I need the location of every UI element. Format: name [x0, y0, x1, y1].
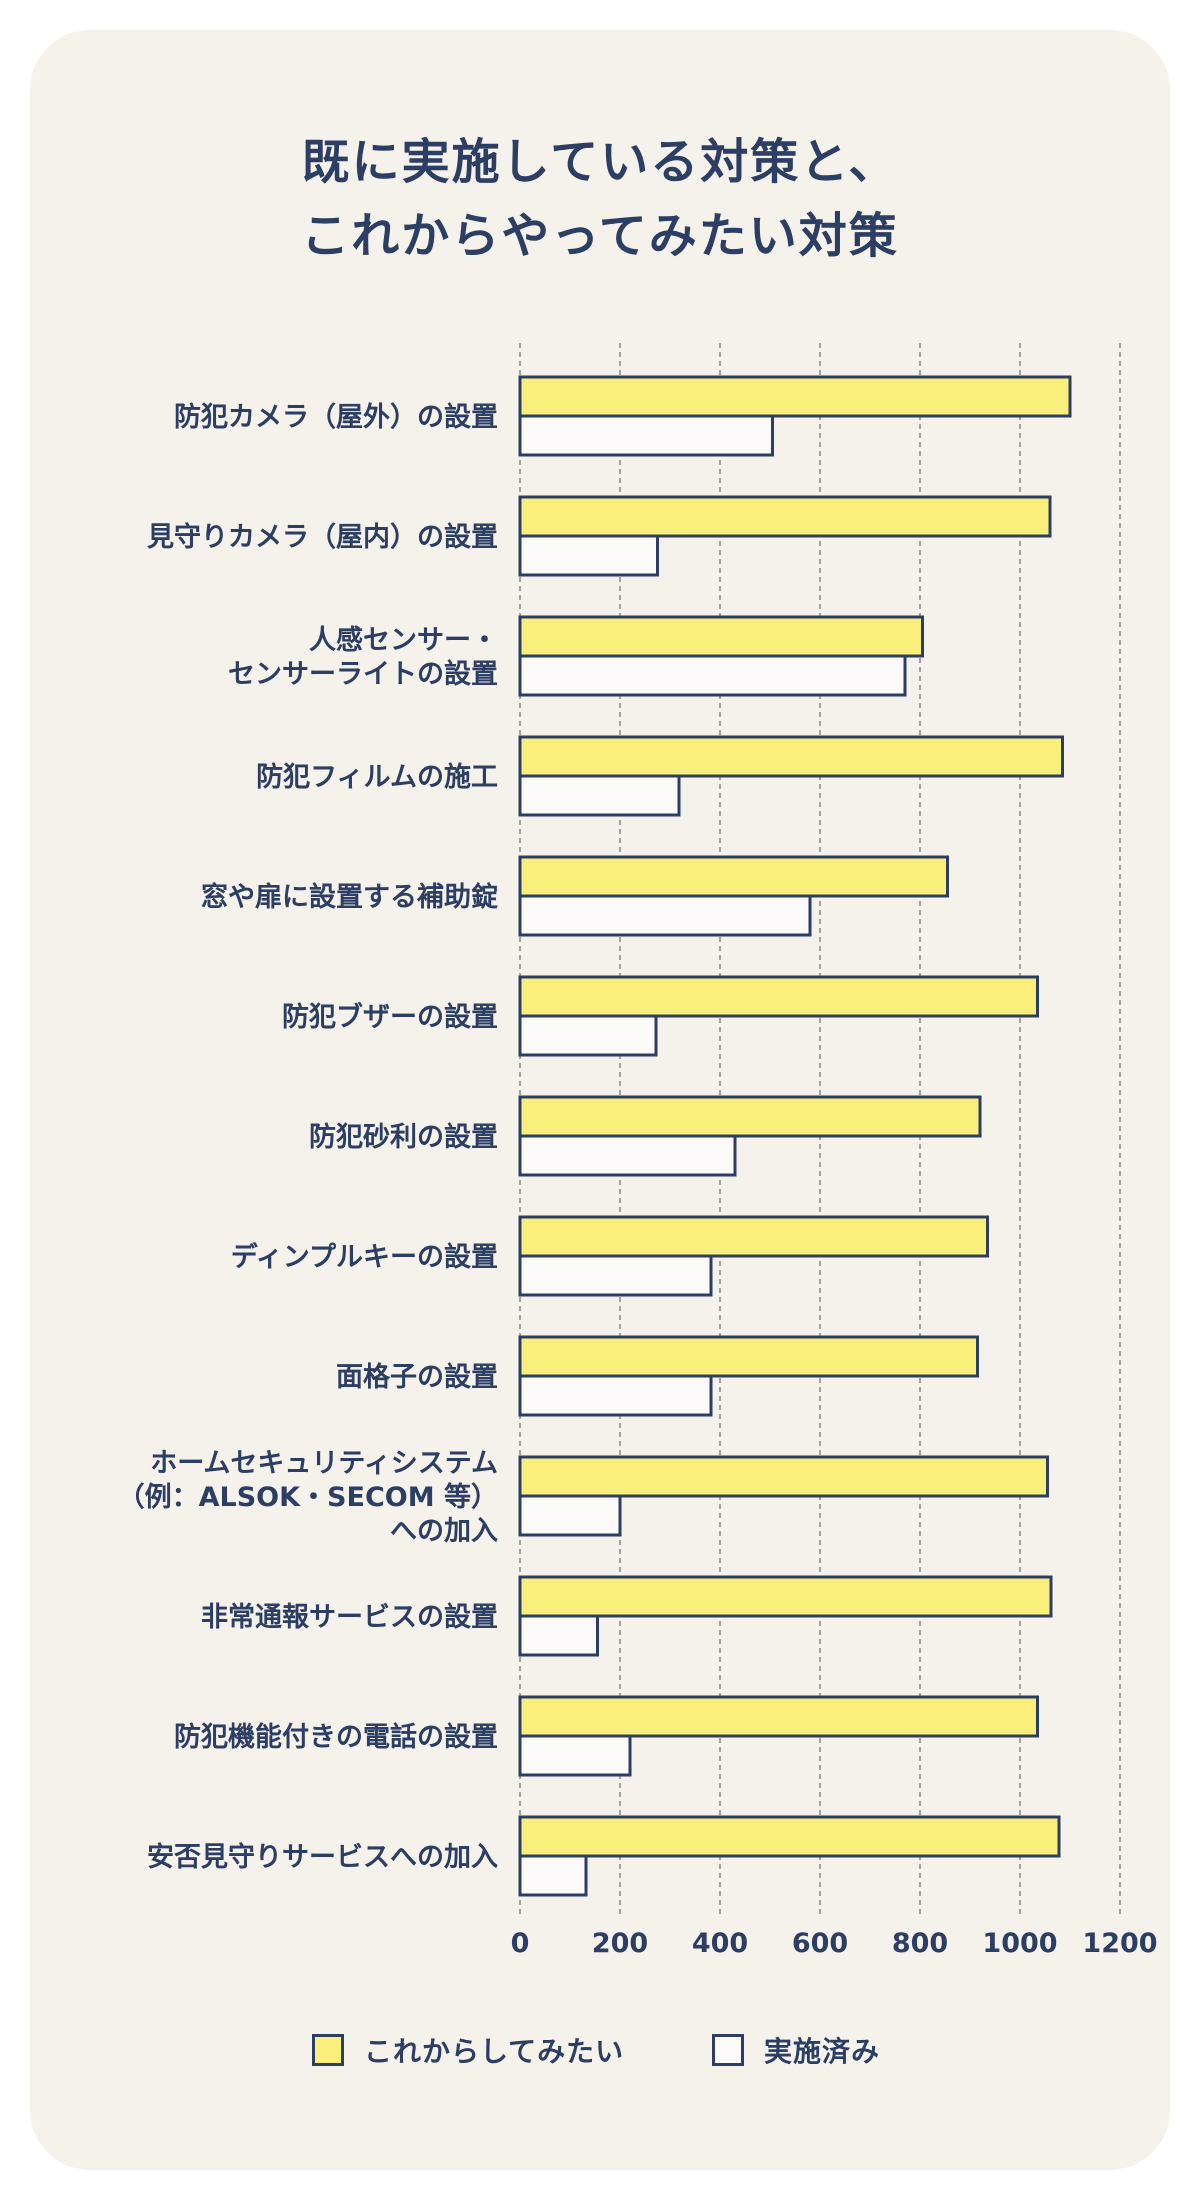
category-label: 防犯砂利の設置 — [309, 1121, 498, 1153]
category-label: 見守りカメラ（屋内）の設置 — [147, 521, 498, 553]
category-label: 防犯フィルムの施工 — [256, 762, 498, 793]
bar-done — [518, 1854, 588, 1897]
x-tick-label: 0 — [511, 1928, 530, 1959]
x-tick-label: 1200 — [1082, 1928, 1157, 1959]
category-label: への加入 — [390, 1516, 498, 1547]
bar-done — [518, 774, 681, 817]
category-labels: 防犯カメラ（屋外）の設置見守りカメラ（屋内）の設置人感センサー・センサーライトの… — [118, 401, 498, 1873]
category-label: ディンプルキーの設置 — [231, 1241, 498, 1273]
bar-want — [518, 615, 924, 658]
bar-done — [518, 1134, 737, 1177]
bar-done — [518, 1374, 713, 1417]
bar-want — [518, 855, 949, 898]
title-line-2: これからやってみたい対策 — [301, 208, 899, 265]
bar-want — [518, 735, 1064, 778]
bar-done — [518, 894, 812, 937]
category-label: （例：ALSOK・SECOM 等） — [118, 1481, 498, 1513]
category-label: 防犯ブザーの設置 — [282, 1001, 498, 1033]
bar-want — [518, 975, 1039, 1018]
bar-want — [518, 1335, 979, 1378]
legend-label-want: これからしてみたい — [364, 2035, 625, 2068]
bars — [518, 375, 1072, 1897]
category-label: 窓や扉に設置する補助錠 — [201, 881, 498, 913]
bar-done — [518, 1494, 622, 1537]
bar-done — [518, 654, 907, 697]
x-tick-label: 200 — [592, 1928, 648, 1959]
legend-item-done: 実施済み — [712, 2030, 880, 2070]
x-tick-label: 1000 — [982, 1928, 1057, 1959]
category-label: 人感センサー・ — [309, 624, 498, 656]
category-label: 非常通報サービスの設置 — [201, 1601, 498, 1633]
bar-done — [518, 1734, 632, 1777]
legend-item-want: これからしてみたい — [312, 2030, 624, 2070]
x-tick-label: 800 — [892, 1928, 948, 1959]
bar-done — [518, 414, 774, 457]
category-label: センサーライトの設置 — [228, 658, 498, 690]
x-tick-label: 400 — [692, 1928, 748, 1959]
bar-done — [518, 1614, 599, 1657]
category-label: 面格子の設置 — [336, 1361, 498, 1393]
legend-swatch-white — [712, 2034, 744, 2066]
x-tick-label: 600 — [792, 1928, 848, 1959]
bar-done — [518, 1014, 658, 1057]
bar-want — [518, 1575, 1053, 1618]
legend-label-done: 実施済み — [764, 2035, 881, 2068]
bar-want — [518, 375, 1072, 418]
title-line-1: 既に実施している対策と、 — [301, 134, 899, 190]
bar-want — [518, 1215, 989, 1258]
category-label: ホームセキュリティシステム — [150, 1448, 498, 1479]
bar-want — [518, 1455, 1049, 1498]
legend: これからしてみたい 実施済み — [0, 2030, 1200, 2080]
bar-want — [518, 1815, 1061, 1858]
category-label: 防犯機能付きの電話の設置 — [174, 1721, 498, 1753]
bar-want — [518, 1695, 1039, 1738]
bar-done — [518, 534, 659, 577]
bar-done — [518, 1254, 713, 1297]
bar-want — [518, 1095, 982, 1138]
x-axis-ticks: 0 200 400 600 800 1000 1200 — [511, 1928, 1158, 1959]
category-label: 安否見守りサービスへの加入 — [147, 1841, 498, 1873]
bar-want — [518, 495, 1052, 538]
legend-swatch-yellow — [312, 2034, 344, 2066]
chart-title: 既に実施している対策と、 これからやってみたい対策 — [30, 125, 1170, 274]
category-label: 防犯カメラ（屋外）の設置 — [174, 401, 498, 433]
